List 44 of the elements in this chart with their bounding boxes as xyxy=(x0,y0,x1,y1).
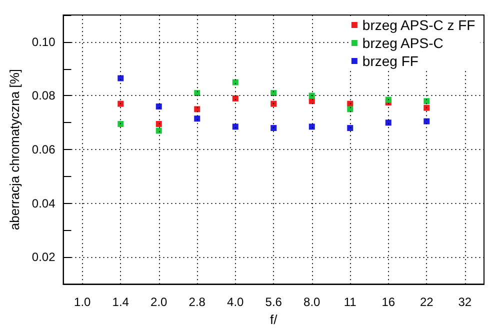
point xyxy=(308,124,315,130)
point xyxy=(308,92,315,99)
y-tick-label: 0.04 xyxy=(32,196,56,210)
point xyxy=(194,90,200,96)
point xyxy=(385,120,392,126)
point xyxy=(232,124,238,130)
x-tick-label: 16 xyxy=(382,295,396,310)
point xyxy=(194,106,200,112)
x-tick-label: 1.4 xyxy=(112,295,130,310)
x-tick-label: 22 xyxy=(420,295,434,310)
y-tick-label: 0.08 xyxy=(32,88,56,103)
y-axis-title: aberracja chromatyczna [%] xyxy=(7,68,22,230)
y-tick-label: 0.02 xyxy=(32,250,56,264)
point xyxy=(270,100,277,107)
x-tick-label: 5.6 xyxy=(265,295,282,310)
x-axis-title: f/ xyxy=(270,312,278,327)
point xyxy=(194,116,200,122)
x-tick-label: 11 xyxy=(344,295,357,310)
point xyxy=(347,106,354,112)
x-tick-label: 4.0 xyxy=(227,295,244,310)
point xyxy=(118,120,124,127)
y-tick-label: 0.06 xyxy=(32,142,56,157)
legend-label: brzeg FF xyxy=(362,53,418,69)
point xyxy=(347,125,354,132)
point xyxy=(156,128,162,134)
point xyxy=(232,95,238,102)
point xyxy=(424,118,430,124)
point xyxy=(385,96,392,103)
point xyxy=(156,120,162,127)
y-tick-label: 0.10 xyxy=(32,34,56,49)
point xyxy=(156,103,162,110)
point xyxy=(424,104,430,111)
x-tick-label: 8.0 xyxy=(304,295,321,310)
point xyxy=(424,98,430,104)
x-tick-label: 2.8 xyxy=(188,295,206,310)
point xyxy=(118,75,124,82)
point xyxy=(270,125,277,132)
legend-label: brzeg APS-C z FF xyxy=(362,17,476,33)
point xyxy=(232,79,238,86)
x-tick-label: 2.0 xyxy=(150,295,168,310)
x-tick-label: 32 xyxy=(458,295,472,310)
x-tick-label: 1.0 xyxy=(74,295,92,310)
legend-label: brzeg APS-C xyxy=(362,35,444,51)
point xyxy=(118,100,124,107)
